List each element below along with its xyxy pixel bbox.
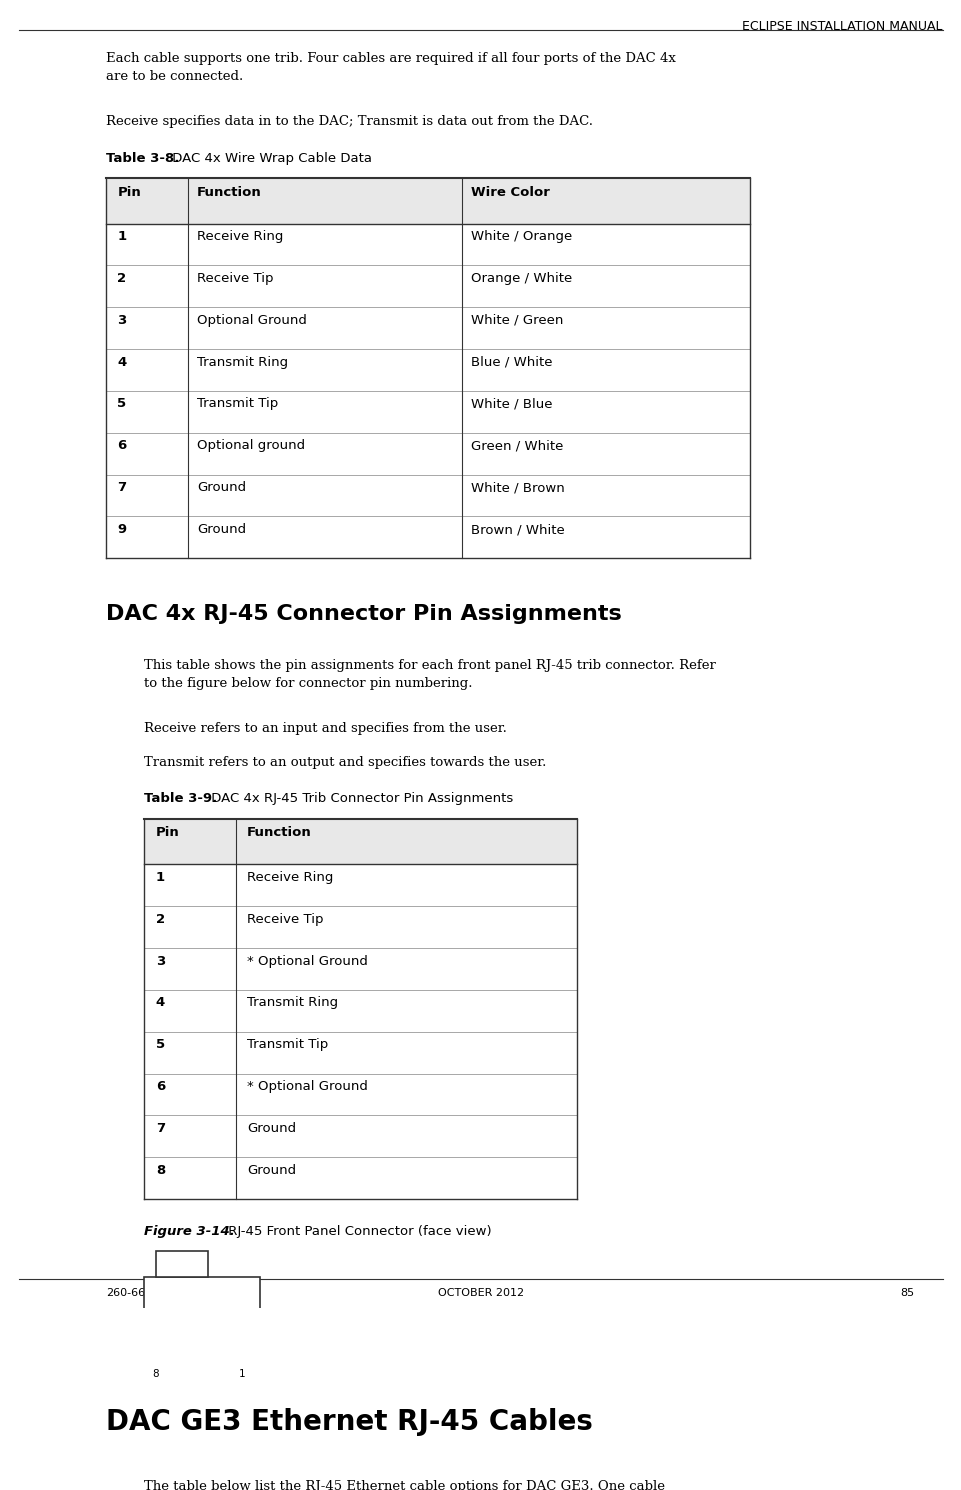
Text: 3: 3 — [117, 314, 127, 326]
Text: Brown / White: Brown / White — [471, 523, 564, 536]
Text: DAC 4x RJ-45 Trib Connector Pin Assignments: DAC 4x RJ-45 Trib Connector Pin Assignme… — [207, 793, 512, 806]
Text: 2: 2 — [117, 273, 126, 285]
FancyBboxPatch shape — [106, 307, 750, 349]
Text: 3: 3 — [156, 955, 165, 967]
Text: Optional ground: Optional ground — [197, 440, 305, 453]
FancyBboxPatch shape — [144, 1073, 577, 1116]
Text: Each cable supports one trib. Four cables are required if all four ports of the : Each cable supports one trib. Four cable… — [106, 52, 675, 83]
FancyBboxPatch shape — [106, 177, 750, 224]
Text: Receive Ring: Receive Ring — [197, 229, 283, 243]
Text: 5: 5 — [156, 1039, 164, 1052]
FancyBboxPatch shape — [197, 1350, 203, 1365]
Text: This table shows the pin assignments for each front panel RJ-45 trib connector. : This table shows the pin assignments for… — [144, 659, 715, 690]
Text: 5: 5 — [117, 398, 126, 411]
Text: Pin: Pin — [156, 827, 180, 839]
FancyBboxPatch shape — [175, 1350, 182, 1365]
Text: 260-668066-001: 260-668066-001 — [106, 1287, 198, 1298]
FancyBboxPatch shape — [164, 1350, 170, 1365]
FancyBboxPatch shape — [106, 265, 750, 307]
Text: Receive Tip: Receive Tip — [247, 913, 324, 925]
Text: 7: 7 — [117, 481, 126, 495]
Text: 85: 85 — [899, 1287, 913, 1298]
FancyBboxPatch shape — [219, 1350, 225, 1365]
Text: Receive refers to an input and specifies from the user.: Receive refers to an input and specifies… — [144, 721, 506, 735]
Text: Transmit Tip: Transmit Tip — [247, 1039, 328, 1052]
Text: Function: Function — [197, 186, 261, 198]
FancyBboxPatch shape — [106, 224, 750, 265]
Text: DAC 4x Wire Wrap Cable Data: DAC 4x Wire Wrap Cable Data — [168, 152, 372, 165]
Text: Table 3-8.: Table 3-8. — [106, 152, 179, 165]
Text: Table 3-9.: Table 3-9. — [144, 793, 217, 806]
Text: 6: 6 — [156, 1080, 165, 1094]
Text: Transmit Tip: Transmit Tip — [197, 398, 278, 411]
Text: 4: 4 — [117, 356, 127, 368]
Text: White / Green: White / Green — [471, 314, 563, 326]
Text: Ground: Ground — [247, 1164, 296, 1177]
Text: White / Blue: White / Blue — [471, 398, 553, 411]
Text: RJ-45 Front Panel Connector (face view): RJ-45 Front Panel Connector (face view) — [224, 1225, 491, 1238]
Text: 7: 7 — [156, 1122, 164, 1135]
Text: Receive specifies data in to the DAC; Transmit is data out from the DAC.: Receive specifies data in to the DAC; Tr… — [106, 115, 592, 128]
Text: Transmit Ring: Transmit Ring — [247, 997, 338, 1009]
FancyBboxPatch shape — [106, 517, 750, 559]
Text: 8: 8 — [152, 1369, 159, 1380]
Text: Figure 3-14.: Figure 3-14. — [144, 1225, 234, 1238]
Text: The table below list the RJ-45 Ethernet cable options for DAC GE3. One cable
req: The table below list the RJ-45 Ethernet … — [144, 1480, 665, 1490]
Text: DAC 4x RJ-45 Connector Pin Assignments: DAC 4x RJ-45 Connector Pin Assignments — [106, 603, 621, 624]
Text: Transmit Ring: Transmit Ring — [197, 356, 288, 368]
FancyBboxPatch shape — [144, 948, 577, 989]
FancyBboxPatch shape — [106, 349, 750, 390]
Text: 1: 1 — [117, 229, 126, 243]
Text: Ground: Ground — [247, 1122, 296, 1135]
Text: 9: 9 — [117, 523, 126, 536]
FancyBboxPatch shape — [186, 1350, 192, 1365]
Text: OCTOBER 2012: OCTOBER 2012 — [437, 1287, 524, 1298]
FancyBboxPatch shape — [154, 1350, 160, 1365]
Text: Pin: Pin — [117, 186, 141, 198]
Text: ECLIPSE INSTALLATION MANUAL: ECLIPSE INSTALLATION MANUAL — [742, 19, 942, 33]
Text: White / Orange: White / Orange — [471, 229, 572, 243]
FancyBboxPatch shape — [144, 1031, 577, 1073]
Text: 8: 8 — [156, 1164, 165, 1177]
Text: Function: Function — [247, 827, 311, 839]
FancyBboxPatch shape — [144, 1116, 577, 1158]
FancyBboxPatch shape — [144, 1158, 577, 1199]
Text: 1: 1 — [238, 1369, 245, 1380]
Text: Receive Tip: Receive Tip — [197, 273, 274, 285]
FancyBboxPatch shape — [144, 989, 577, 1031]
Text: White / Brown: White / Brown — [471, 481, 564, 495]
Text: Wire Color: Wire Color — [471, 186, 550, 198]
Text: 1: 1 — [156, 870, 164, 884]
Text: Green / White: Green / White — [471, 440, 563, 453]
FancyBboxPatch shape — [208, 1350, 213, 1365]
Text: Orange / White: Orange / White — [471, 273, 572, 285]
FancyBboxPatch shape — [144, 818, 577, 864]
Text: Optional Ground: Optional Ground — [197, 314, 307, 326]
Text: Ground: Ground — [197, 523, 246, 536]
FancyBboxPatch shape — [144, 906, 577, 948]
Text: Transmit refers to an output and specifies towards the user.: Transmit refers to an output and specifi… — [144, 755, 546, 769]
Text: 6: 6 — [117, 440, 127, 453]
FancyBboxPatch shape — [156, 1252, 208, 1277]
Text: * Optional Ground: * Optional Ground — [247, 1080, 368, 1094]
FancyBboxPatch shape — [106, 432, 750, 475]
Text: 4: 4 — [156, 997, 165, 1009]
Text: Ground: Ground — [197, 481, 246, 495]
FancyBboxPatch shape — [230, 1350, 235, 1365]
Text: DAC GE3 Ethernet RJ-45 Cables: DAC GE3 Ethernet RJ-45 Cables — [106, 1408, 592, 1436]
FancyBboxPatch shape — [106, 390, 750, 432]
FancyBboxPatch shape — [144, 864, 577, 906]
FancyBboxPatch shape — [106, 475, 750, 517]
Text: * Optional Ground: * Optional Ground — [247, 955, 368, 967]
Text: Receive Ring: Receive Ring — [247, 870, 333, 884]
Text: 2: 2 — [156, 913, 164, 925]
FancyBboxPatch shape — [144, 1277, 259, 1356]
Text: Blue / White: Blue / White — [471, 356, 553, 368]
